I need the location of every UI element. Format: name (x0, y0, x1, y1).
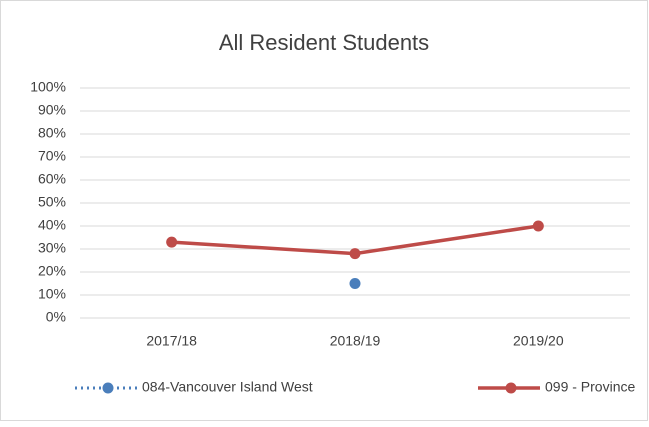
y-tick-label: 30% (38, 240, 66, 256)
legend-marker (505, 382, 517, 394)
data-point (532, 220, 544, 232)
y-tick-label: 70% (38, 148, 66, 164)
y-tick-label: 10% (38, 286, 66, 302)
data-point (349, 278, 361, 289)
y-tick-label: 100% (30, 79, 66, 95)
legend-marker (102, 382, 114, 394)
y-tick-label: 80% (38, 125, 66, 141)
legend-label: 084-Vancouver Island West (142, 379, 313, 395)
y-tick-label: 60% (38, 171, 66, 187)
legend-label: 099 - Province (545, 379, 635, 395)
data-point (349, 248, 361, 260)
chart-title: All Resident Students (219, 30, 429, 55)
data-point (166, 236, 178, 248)
x-tick-label: 2019/20 (513, 333, 564, 349)
y-tick-label: 90% (38, 102, 66, 118)
x-tick-label: 2018/19 (330, 333, 381, 349)
y-tick-label: 0% (46, 309, 66, 325)
y-tick-label: 20% (38, 263, 66, 279)
y-tick-label: 40% (38, 217, 66, 233)
y-tick-label: 50% (38, 194, 66, 210)
x-tick-label: 2017/18 (146, 333, 197, 349)
